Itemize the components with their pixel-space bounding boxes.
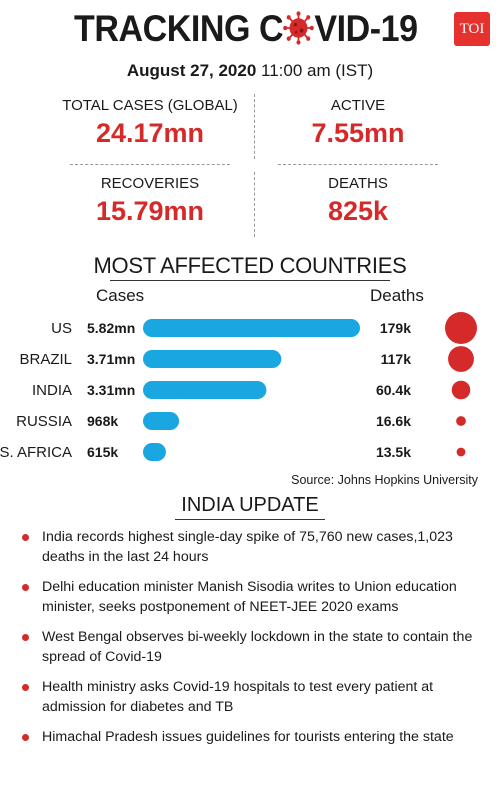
cases-bar-brazil [143, 350, 282, 368]
list-item: Health ministry asks Covid-19 hospitals … [22, 677, 492, 717]
update-text: India records highest single-day spike o… [42, 529, 453, 565]
deaths-label-us: 179k [380, 320, 411, 336]
active-label: ACTIVE [330, 97, 386, 114]
deaths-header: Deaths [370, 286, 424, 305]
bullet-icon [22, 584, 29, 591]
cases-bar-us [143, 319, 360, 337]
title-left: TRACKING C [74, 8, 284, 49]
category-label-russia: RUSSIA [16, 413, 72, 430]
cases-label-us: 5.82mn [87, 320, 135, 336]
bullet-icon [22, 684, 29, 691]
stats-divider-vertical-top [254, 94, 255, 159]
toi-logo: TOI [454, 12, 490, 46]
list-item: West Bengal observes bi-weekly lockdown … [22, 627, 492, 667]
update-text: Health ministry asks Covid-19 hospitals … [42, 679, 434, 715]
deaths-bubble-russia [456, 416, 466, 426]
total-cases-label: TOTAL CASES (GLOBAL) [62, 97, 238, 114]
category-label-us: US [51, 320, 72, 337]
cases-label-brazil: 3.71mn [87, 351, 135, 367]
deaths-bubble-us [445, 312, 477, 344]
chart-title-underline [110, 280, 390, 281]
stats-divider-vertical-bottom [254, 172, 255, 237]
active-value: 7.55mn [311, 118, 405, 148]
countries-chart: US 5.82mn 179k BRAZIL 3.71mn 117k INDIA 3.31mn 6… [0, 312, 477, 461]
date: August 27, 2020 [126, 61, 257, 80]
india-update-underline [175, 519, 325, 520]
list-item: India records highest single-day spike o… [22, 527, 492, 567]
category-label-india: INDIA [32, 382, 72, 399]
india-update-list: India records highest single-day spike o… [22, 527, 492, 757]
bullet-icon [22, 734, 29, 741]
category-label-brazil: BRAZIL [19, 351, 72, 368]
deaths-label-brazil: 117k [381, 351, 412, 367]
title-right: VID-19 [314, 8, 418, 49]
deaths-bubble-brazil [448, 346, 474, 372]
deaths-label-india: 60.4k [376, 382, 411, 398]
cases-label-india: 3.31mn [87, 382, 135, 398]
cases-bar-s-africa [143, 443, 166, 461]
page-title: TRACKING C VID-19 [74, 8, 418, 50]
source-note: Source: Johns Hopkins University [291, 473, 478, 487]
cases-label-s-africa: 615k [87, 444, 118, 460]
dateline: August 27, 2020 11:00 am (IST) [0, 61, 500, 81]
list-item: Himachal Pradesh issues guidelines for t… [22, 727, 492, 747]
stats-divider-horizontal-left [70, 164, 230, 165]
cases-label-russia: 968k [87, 413, 118, 429]
deaths-value: 825k [327, 196, 389, 226]
deaths-bubble-s-africa [456, 447, 466, 457]
deaths-label-s-africa: 13.5k [376, 444, 411, 460]
deaths-label: DEATHS [328, 175, 388, 192]
update-text: Delhi education minister Manish Sisodia … [42, 579, 457, 615]
update-text: Himachal Pradesh issues guidelines for t… [42, 729, 454, 745]
chart-title: MOST AFFECTED COUNTRIES [93, 253, 407, 278]
cases-header: Cases [96, 286, 145, 305]
virus-icon [283, 11, 315, 45]
india-update-title: INDIA UPDATE [181, 494, 319, 516]
cases-bar-india [143, 381, 267, 399]
bullet-icon [22, 534, 29, 541]
cases-bar-russia [143, 412, 180, 430]
list-item: Delhi education minister Manish Sisodia … [22, 577, 492, 617]
update-text: West Bengal observes bi-weekly lockdown … [42, 629, 473, 665]
recoveries-label: RECOVERIES [100, 175, 200, 192]
deaths-label-russia: 16.6k [376, 413, 411, 429]
deaths-bubble-india [451, 380, 471, 400]
time: 11:00 am (IST) [261, 61, 374, 80]
total-cases-value: 24.17mn [95, 118, 205, 148]
recoveries-value: 15.79mn [95, 196, 205, 226]
category-label-s-africa: S. AFRICA [0, 444, 72, 461]
stats-divider-horizontal-right [278, 164, 438, 165]
bullet-icon [22, 634, 29, 641]
